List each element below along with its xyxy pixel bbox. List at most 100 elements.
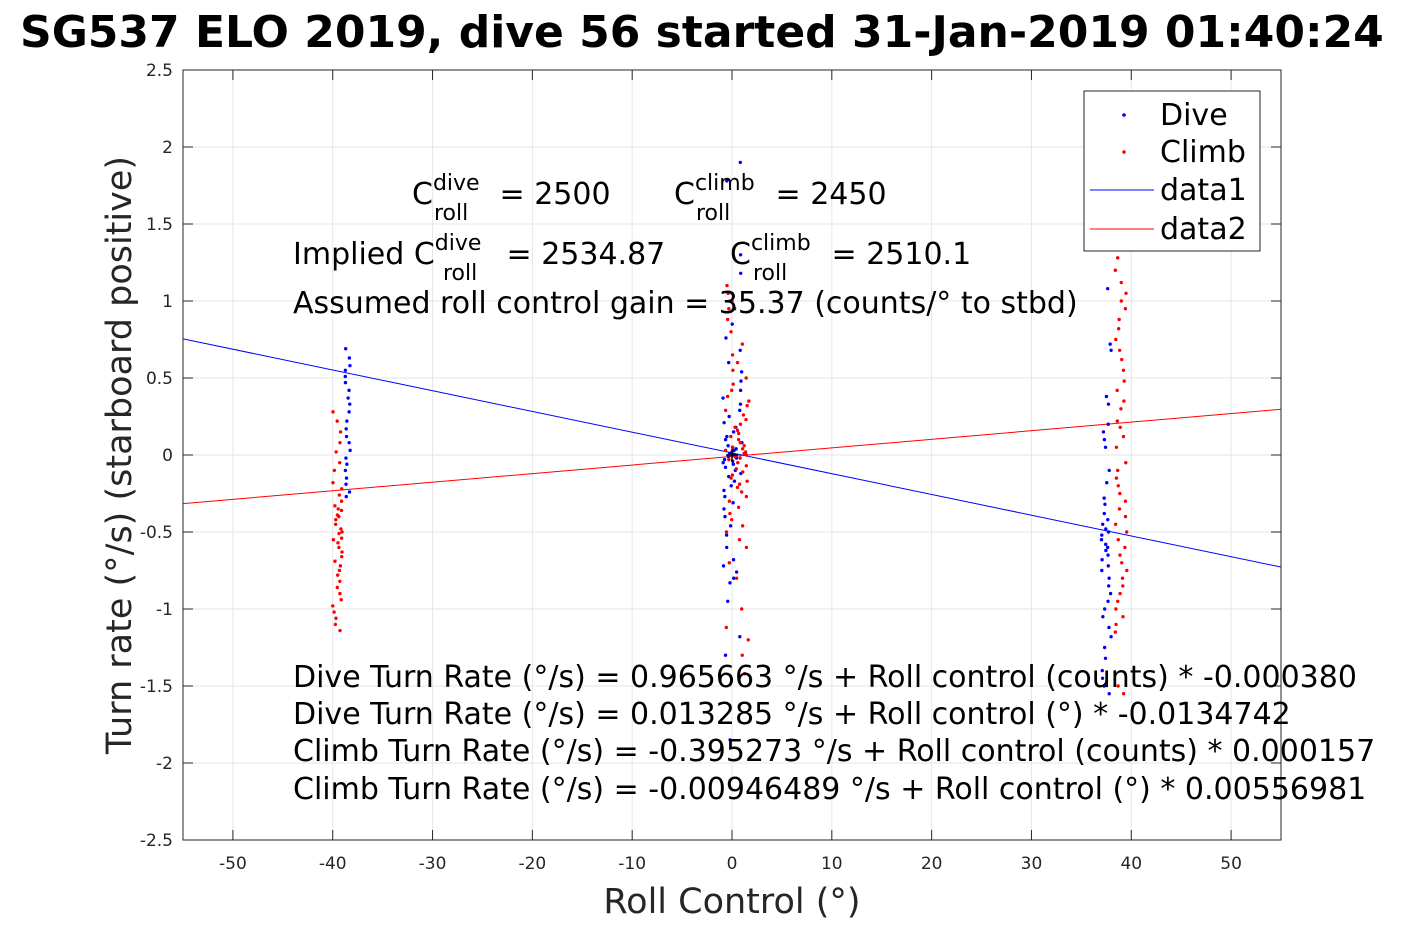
- point-climb: [1118, 553, 1122, 557]
- point-dive: [731, 558, 736, 562]
- point-dive: [343, 368, 348, 372]
- point-climb: [734, 576, 739, 580]
- point-climb: [1119, 299, 1124, 303]
- point-dive: [1100, 533, 1104, 537]
- point-climb: [1115, 419, 1120, 423]
- point-climb: [741, 470, 745, 474]
- point-dive: [1099, 538, 1104, 542]
- x-tick-label: 0: [727, 854, 738, 874]
- point-climb: [338, 579, 342, 583]
- point-climb: [337, 568, 342, 573]
- point-dive: [1108, 342, 1112, 346]
- y-tick-label: -2.5: [140, 831, 173, 851]
- point-climb: [1125, 568, 1129, 573]
- c-roll-climb-sup: climb: [695, 171, 755, 196]
- point-climb: [727, 499, 732, 503]
- point-dive: [1106, 402, 1111, 406]
- axes-box: [182, 69, 1282, 841]
- point-dive: [1107, 625, 1111, 630]
- point-climb: [727, 307, 731, 311]
- point-dive: [1105, 286, 1110, 291]
- c-roll-dive-main: C: [412, 177, 433, 212]
- point-climb: [1116, 684, 1120, 688]
- point-dive: [347, 388, 351, 393]
- point-climb: [744, 545, 749, 550]
- point-dive: [723, 465, 728, 470]
- point-climb: [729, 476, 733, 480]
- point-climb: [731, 368, 735, 372]
- point-dive: [1106, 584, 1111, 588]
- point-climb: [747, 399, 751, 403]
- point-climb: [1114, 337, 1118, 342]
- point-climb: [1120, 576, 1125, 580]
- point-dive: [723, 437, 728, 442]
- point-climb: [1117, 317, 1121, 322]
- point-dive: [1108, 591, 1113, 596]
- point-climb: [1116, 599, 1120, 603]
- x-tick-label: -20: [518, 854, 546, 874]
- point-dive: [345, 419, 349, 423]
- x-tick-label: -50: [219, 854, 247, 874]
- legend-climb-label: Climb: [1160, 135, 1246, 170]
- point-climb: [729, 434, 733, 439]
- point-climb: [331, 538, 336, 542]
- point-dive: [731, 501, 735, 505]
- point-dive: [344, 456, 348, 460]
- point-dive: [738, 408, 742, 413]
- point-climb: [337, 545, 341, 550]
- point-climb: [735, 428, 740, 433]
- point-climb: [1121, 692, 1126, 696]
- point-dive: [1100, 568, 1104, 573]
- point-climb: [745, 479, 749, 483]
- point-dive: [348, 448, 352, 453]
- legend-data2-label: data2: [1160, 212, 1247, 247]
- point-dive: [348, 402, 352, 406]
- point-climb: [726, 291, 730, 295]
- point-climb: [1122, 399, 1126, 403]
- point-climb: [332, 610, 336, 614]
- implied-dive-sub: roll: [443, 261, 477, 286]
- point-climb: [1114, 476, 1119, 480]
- point-dive: [738, 271, 743, 275]
- point-climb: [739, 490, 744, 494]
- point-climb: [740, 447, 745, 451]
- implied-c-roll-climb: Cclimb roll = 2510.1: [730, 231, 971, 286]
- point-climb: [1116, 468, 1120, 473]
- point-dive: [1103, 445, 1108, 449]
- point-climb: [735, 360, 740, 365]
- point-dive: [344, 476, 349, 480]
- point-dive: [739, 379, 743, 383]
- point-climb: [729, 330, 733, 334]
- point-climb: [339, 598, 343, 602]
- point-climb: [730, 445, 735, 449]
- point-dive: [738, 348, 742, 352]
- point-climb: [723, 408, 728, 413]
- point-dive: [1100, 676, 1105, 680]
- point-dive: [726, 599, 730, 603]
- point-dive: [722, 488, 726, 493]
- point-dive: [1104, 548, 1108, 553]
- point-climb: [738, 422, 743, 426]
- y-tick-label: 1: [162, 292, 173, 312]
- point-climb: [744, 376, 748, 380]
- point-climb: [1119, 280, 1123, 285]
- point-dive: [344, 434, 349, 439]
- c-roll-dive-sup: dive: [433, 171, 480, 196]
- point-climb: [745, 404, 749, 408]
- point-climb: [340, 554, 344, 559]
- x-tick-label: 40: [1120, 854, 1142, 874]
- point-dive: [722, 457, 727, 462]
- point-climb: [730, 388, 734, 393]
- point-dive: [343, 374, 347, 379]
- implied-dive-value: = 2534.87: [497, 237, 665, 272]
- point-climb: [335, 419, 339, 423]
- point-climb: [738, 456, 742, 460]
- point-dive: [1102, 437, 1107, 442]
- point-climb: [1123, 514, 1128, 519]
- point-climb: [744, 494, 749, 499]
- chart-title: SG537 ELO 2019, dive 56 started 31-Jan-2…: [20, 7, 1384, 58]
- point-dive: [347, 440, 351, 445]
- point-dive: [1102, 496, 1106, 500]
- point-climb: [736, 505, 741, 510]
- x-tick-label: -30: [419, 854, 447, 874]
